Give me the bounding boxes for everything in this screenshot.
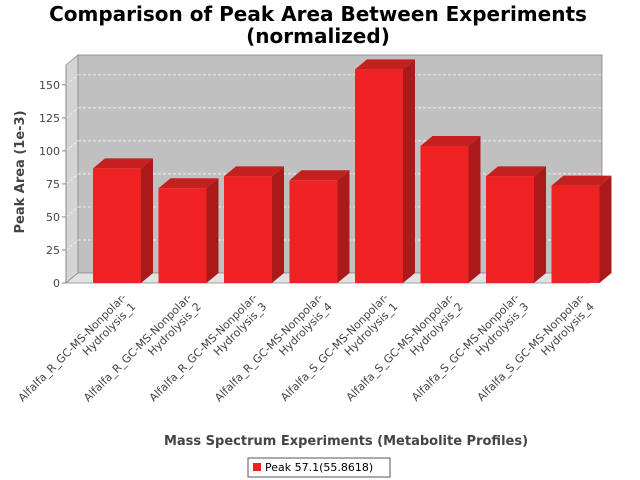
bar [289, 170, 350, 283]
bar-side [141, 158, 153, 283]
bars [93, 59, 612, 283]
x-tick-label: Alfalfa_S_GC-MS-Nonpolar-Hydrolysis_3 [409, 291, 531, 404]
legend-label: Peak 57.1(55.8618) [265, 461, 373, 474]
bar [355, 59, 415, 283]
x-axis-tick-labels: Alfalfa_R_GC-MS-Nonpolar-Hydrolysis_1Alf… [16, 291, 597, 404]
bar-top [93, 158, 153, 169]
bar-front [289, 180, 338, 283]
chart-title-line-2: (normalized) [246, 24, 390, 48]
bar-top [420, 135, 481, 146]
bar [486, 166, 546, 283]
y-tick-label: 0 [53, 277, 60, 290]
bar-side [599, 175, 612, 283]
x-tick-label: Alfalfa_S_GC-MS-Nonpolar-Hydrolysis_1 [278, 291, 400, 404]
chart-title-line-1: Comparison of Peak Area Between Experime… [49, 2, 587, 26]
bar-top [486, 166, 546, 177]
bar-top [158, 178, 219, 189]
bar [551, 175, 612, 283]
y-tick-label: 75 [46, 178, 60, 191]
y-axis-title: Peak Area (1e-3) [13, 110, 28, 233]
x-tick-label: Alfalfa_S_GC-MS-Nonpolar-Hydrolysis_2 [344, 291, 466, 404]
bar-front [486, 176, 534, 283]
bar [158, 178, 219, 283]
x-tick-label: Alfalfa_S_GC-MS-Nonpolar-Hydrolysis_4 [475, 291, 597, 404]
y-axis: 0 25 50 75 100 125 150 [39, 65, 67, 290]
y-tick-label: 50 [46, 211, 60, 224]
x-tick-label: Alfalfa_R_GC-MS-Nonpolar-Hydrolysis_1 [16, 291, 139, 404]
gridline-wall [65, 107, 79, 119]
bar-top [355, 59, 415, 70]
bar [93, 158, 153, 283]
bar-front [224, 176, 272, 283]
gridline-wall [65, 239, 79, 251]
bar-front [93, 168, 141, 283]
legend: Peak 57.1(55.8618) [247, 457, 391, 478]
gridline-wall [65, 140, 79, 152]
legend-swatch [253, 463, 261, 471]
bar-side [468, 135, 481, 283]
bar-side [337, 170, 350, 283]
bar-top [289, 170, 350, 181]
bar-front [420, 145, 469, 283]
gridline-wall [65, 74, 79, 86]
y-tick-label: 100 [39, 145, 60, 158]
x-tick-label: Alfalfa_R_GC-MS-Nonpolar-Hydrolysis_4 [212, 291, 335, 404]
bar-side [206, 178, 219, 283]
y-tick-label: 125 [39, 112, 60, 125]
bar [420, 135, 481, 283]
legend-box [247, 457, 391, 478]
y-tick-label: 25 [46, 244, 60, 257]
bar-top [224, 166, 284, 177]
x-tick-label: Alfalfa_R_GC-MS-Nonpolar-Hydrolysis_2 [81, 291, 204, 404]
bar-top [551, 175, 612, 186]
y-tick-label: 150 [39, 79, 60, 92]
x-tick-label-line: Alfalfa_R_GC-MS-Nonpolar- [16, 291, 129, 404]
bar-side [403, 59, 415, 283]
bar-side [272, 166, 284, 283]
gridline-wall [65, 206, 79, 218]
bar-front [158, 188, 207, 283]
bar [224, 166, 284, 283]
x-tick-label: Alfalfa_R_GC-MS-Nonpolar-Hydrolysis_3 [147, 291, 270, 404]
bar-front [355, 69, 403, 283]
bar-front [551, 185, 600, 283]
x-axis-title: Mass Spectrum Experiments (Metabolite Pr… [164, 434, 528, 449]
bar-side [534, 166, 546, 283]
gridline-wall [65, 173, 79, 185]
